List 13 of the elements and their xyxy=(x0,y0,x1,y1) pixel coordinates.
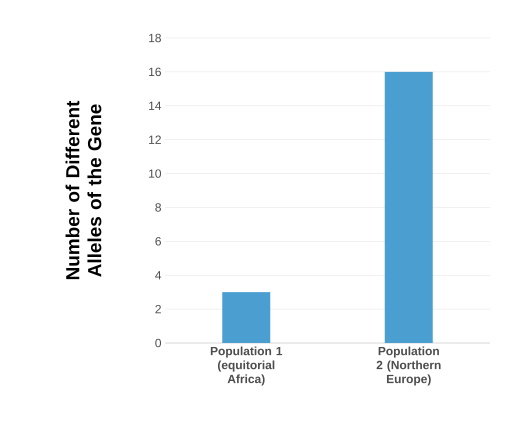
y-tick-label: 18 xyxy=(149,34,161,42)
y-tick-label: 10 xyxy=(149,169,162,178)
y-tick-label: 4 xyxy=(155,271,162,280)
x-tick-label: Population 2 (Northern Europe) xyxy=(376,346,441,386)
y-tick-label: 8 xyxy=(155,203,161,212)
y-tick-label: 0 xyxy=(155,338,162,348)
y-tick-label: 14 xyxy=(149,102,162,110)
y-tick-label: 16 xyxy=(149,68,161,76)
y-tick-label: 6 xyxy=(155,237,161,246)
x-tick-label: Population 1 (equitorial Africa) xyxy=(210,346,282,386)
y-axis-title: Number of Different Alleles of the Gene xyxy=(66,100,102,280)
y-tick-label: 2 xyxy=(155,304,161,314)
y-tick-label: 12 xyxy=(149,135,161,144)
